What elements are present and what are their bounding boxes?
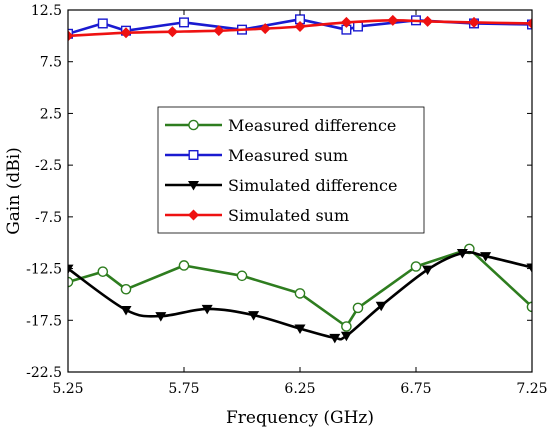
data-point-simulated-sum (166, 26, 178, 38)
series-layer (68, 14, 532, 344)
data-point-measured-difference (120, 283, 132, 295)
data-point-simulated-difference (456, 249, 468, 259)
data-point-simulated-sum (422, 15, 434, 27)
y-tick-label: -12.5 (26, 262, 62, 278)
data-point-measured-difference (352, 302, 364, 314)
data-point-simulated-sum (213, 25, 225, 37)
data-point-measured-difference (178, 260, 190, 271)
data-point-measured-sum (353, 21, 364, 32)
y-tick-label: 7.5 (40, 55, 62, 71)
x-tick-label: 7.25 (516, 381, 547, 397)
data-point-simulated-difference (422, 265, 434, 276)
legend-item-measured-difference: Measured difference (165, 116, 396, 135)
data-point-measured-difference (236, 270, 248, 282)
data-point-simulated-sum (387, 14, 399, 26)
data-point-simulated-sum (526, 17, 532, 29)
data-point-simulated-difference (294, 324, 306, 335)
legend-swatch-marker (188, 119, 199, 131)
series-simulated-difference (68, 249, 532, 344)
legend-swatch-marker (188, 149, 199, 160)
data-point-measured-difference (294, 288, 306, 299)
data-point-measured-difference (97, 266, 109, 277)
data-point-simulated-difference (375, 301, 387, 312)
data-point-measured-difference (410, 261, 422, 272)
y-tick-label: -22.5 (26, 365, 62, 381)
ticks-layer: 5.25 5.75 6.25 6.75 7.25 12.5 7.5 2.5 -2.5 -7.5 -1… (26, 3, 547, 397)
series-simulated-sum (68, 14, 532, 42)
data-point-measured-sum (97, 18, 108, 29)
legend-item-measured-sum: Measured sum (165, 146, 348, 165)
legend: Measured difference Measured sum Simulated… (157, 106, 425, 234)
x-tick-label: 5.25 (52, 381, 83, 397)
y-tick-label: -17.5 (26, 313, 62, 329)
legend-box (157, 106, 425, 234)
x-tick-label: 5.75 (168, 381, 199, 397)
data-point-simulated-difference (248, 311, 260, 321)
y-tick-label: 12.5 (31, 3, 62, 19)
legend-swatch-marker (188, 209, 199, 221)
legend-label: Measured difference (228, 116, 396, 135)
legend-swatch-marker (188, 181, 199, 191)
data-point-simulated-difference (201, 304, 213, 315)
data-point-simulated-sum (68, 30, 74, 42)
x-tick-label: 6.75 (400, 381, 431, 397)
legend-item-simulated-difference: Simulated difference (165, 176, 397, 195)
legend-label: Measured sum (228, 146, 348, 165)
data-point-simulated-sum (120, 27, 132, 39)
data-point-simulated-difference (340, 331, 352, 342)
data-point-simulated-sum (340, 16, 352, 28)
data-point-simulated-sum (294, 21, 306, 33)
data-point-simulated-sum (468, 16, 480, 28)
y-tick-label: 2.5 (40, 106, 62, 122)
data-point-simulated-difference (155, 312, 167, 322)
x-axis-title: Frequency (GHz) (226, 408, 374, 428)
data-point-simulated-difference (329, 333, 341, 344)
legend-label: Simulated difference (228, 176, 397, 195)
data-point-simulated-difference (68, 264, 74, 275)
data-point-simulated-difference (120, 305, 132, 316)
data-point-measured-difference (341, 321, 352, 332)
data-point-measured-difference (526, 301, 532, 313)
y-axis-title: Gain (dBi) (4, 147, 24, 235)
legend-label: Simulated sum (228, 206, 349, 225)
y-tick-label: -7.5 (35, 210, 62, 226)
data-point-simulated-difference (480, 252, 492, 262)
x-tick-label: 6.25 (284, 381, 315, 397)
y-tick-label: -2.5 (35, 158, 62, 174)
legend-item-simulated-sum: Simulated sum (165, 206, 349, 225)
data-point-simulated-sum (259, 23, 271, 35)
series-measured-difference (68, 243, 532, 332)
data-point-measured-sum (178, 17, 189, 28)
